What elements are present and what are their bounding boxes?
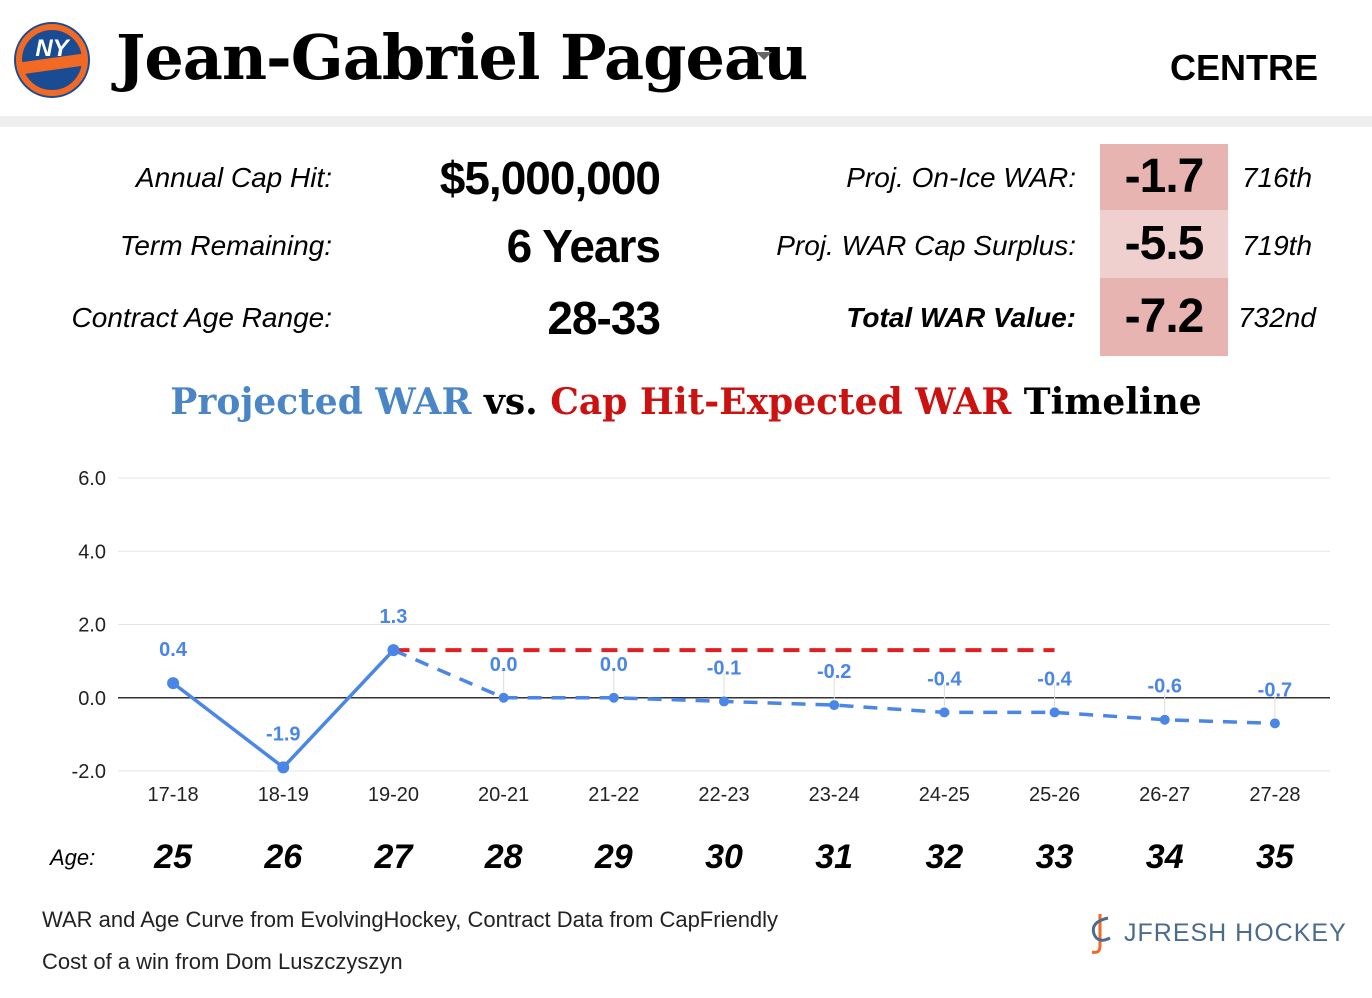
- source-note-line2: Cost of a win from Dom Luszczyszyn: [42, 949, 403, 974]
- header-divider: [0, 116, 1372, 127]
- projected-war-data-label: 1.3: [380, 606, 408, 628]
- projected-war-data-label: 0.0: [490, 654, 518, 676]
- x-tick-label: 17-18: [148, 784, 199, 806]
- onice-war-value: -1.7: [1100, 144, 1228, 210]
- age-value: 31: [815, 838, 854, 876]
- x-tick-label: 18-19: [258, 784, 309, 806]
- brand-logo: JFRESH HOCKEY: [1086, 912, 1346, 956]
- age-value: 30: [705, 838, 743, 876]
- age-value: 32: [925, 838, 964, 876]
- age-value: 26: [264, 838, 303, 876]
- x-tick-label: 26-27: [1139, 784, 1190, 806]
- projected-war-data-label: -1.9: [266, 723, 300, 745]
- chart-title-vs: vs.: [471, 381, 551, 423]
- chart-title-expected: Cap Hit-Expected WAR: [550, 381, 1012, 423]
- x-tick-label: 20-21: [478, 784, 529, 806]
- player-dropdown-icon[interactable]: [756, 52, 772, 60]
- source-note-line1: WAR and Age Curve from EvolvingHockey, C…: [42, 907, 779, 932]
- cap-hit-label: Annual Cap Hit:: [135, 162, 332, 193]
- projected-war-point: [1159, 714, 1170, 725]
- x-tick-label: 23-24: [809, 784, 860, 806]
- projected-war-data-label: -0.6: [1147, 676, 1181, 698]
- projected-war-data-label: -0.2: [817, 661, 851, 683]
- war-timeline-chart: -2.0 0.0 2.0 4.0 6.0 17-18 18-19 19-20 20-21 21-2…: [72, 468, 1330, 806]
- projected-war-point: [939, 707, 950, 718]
- projected-war-point: [277, 761, 290, 774]
- term-label: Term Remaining:: [119, 230, 332, 261]
- y-tick-label: 2.0: [78, 615, 106, 637]
- projected-war-point: [387, 644, 400, 657]
- chart-title: Projected WAR vs. Cap Hit-Expected WAR T…: [0, 378, 1372, 426]
- projected-war-point: [829, 700, 840, 711]
- age-value: 27: [374, 838, 413, 876]
- jfresh-hockey-logo-icon: [1091, 914, 1111, 954]
- projected-war-data-label: 0.4: [159, 639, 188, 661]
- projected-war-line-projection: [392, 648, 1275, 726]
- x-tick-label: 19-20: [368, 784, 419, 806]
- brand-name: JFRESH HOCKEY: [1124, 919, 1347, 947]
- age-range-label: Contract Age Range:: [71, 302, 332, 333]
- projected-war-data-label: -0.4: [1037, 668, 1072, 690]
- x-tick-label: 21-22: [588, 784, 639, 806]
- age-value: 28: [484, 838, 523, 876]
- projected-war-point: [608, 692, 619, 703]
- age-value: 33: [1035, 838, 1074, 876]
- age-value: 25: [154, 838, 192, 876]
- projected-war-data-label: -0.4: [927, 668, 962, 690]
- chart-title-timeline: Timeline: [1011, 381, 1202, 423]
- y-tick-label: 6.0: [78, 468, 106, 490]
- war-surplus-rank: 719th: [1241, 230, 1313, 261]
- age-value: 29: [594, 838, 633, 876]
- x-tick-label: 25-26: [1029, 784, 1080, 806]
- term-value: 6 Years: [506, 220, 661, 272]
- age-range-value: 28-33: [547, 292, 661, 344]
- projected-war-point: [1269, 718, 1280, 729]
- x-tick-label: 27-28: [1249, 784, 1300, 806]
- x-tick-label: 24-25: [919, 784, 970, 806]
- war-surplus-label: Proj. WAR Cap Surplus:: [776, 230, 1076, 261]
- projected-war-data-label: -0.7: [1258, 679, 1292, 701]
- projected-war-point: [167, 677, 180, 690]
- total-war-value: -7.2: [1100, 278, 1228, 356]
- player-name: Jean-Gabriel Pageau: [116, 21, 808, 94]
- y-tick-label: -2.0: [72, 761, 106, 783]
- war-surplus-value: -5.5: [1100, 210, 1228, 278]
- projected-war-data-label: 0.0: [600, 654, 628, 676]
- projected-war-point: [719, 696, 729, 707]
- x-tick-label: 22-23: [698, 784, 749, 806]
- onice-war-rank: 716th: [1241, 162, 1313, 193]
- projected-war-point: [1049, 707, 1060, 718]
- cap-hit-value: $5,000,000: [439, 152, 661, 204]
- svg-text:NY: NY: [35, 35, 70, 62]
- age-row-label: Age:: [50, 845, 96, 870]
- projected-war-data-label: -0.1: [707, 657, 741, 679]
- y-tick-label: 0.0: [78, 688, 106, 710]
- age-value: 34: [1145, 838, 1184, 876]
- total-war-rank: 732nd: [1238, 302, 1316, 333]
- onice-war-label: Proj. On-Ice WAR:: [846, 162, 1076, 193]
- y-tick-label: 4.0: [78, 541, 106, 563]
- player-position: CENTRE: [1169, 47, 1318, 88]
- age-value: 35: [1255, 838, 1294, 876]
- projected-war-point: [498, 692, 509, 703]
- total-war-label: Total WAR Value:: [846, 302, 1076, 333]
- ny-islanders-logo-icon: NY: [12, 20, 92, 100]
- chart-title-projected: Projected WAR: [170, 381, 472, 423]
- projected-war-line-actual: [172, 648, 395, 770]
